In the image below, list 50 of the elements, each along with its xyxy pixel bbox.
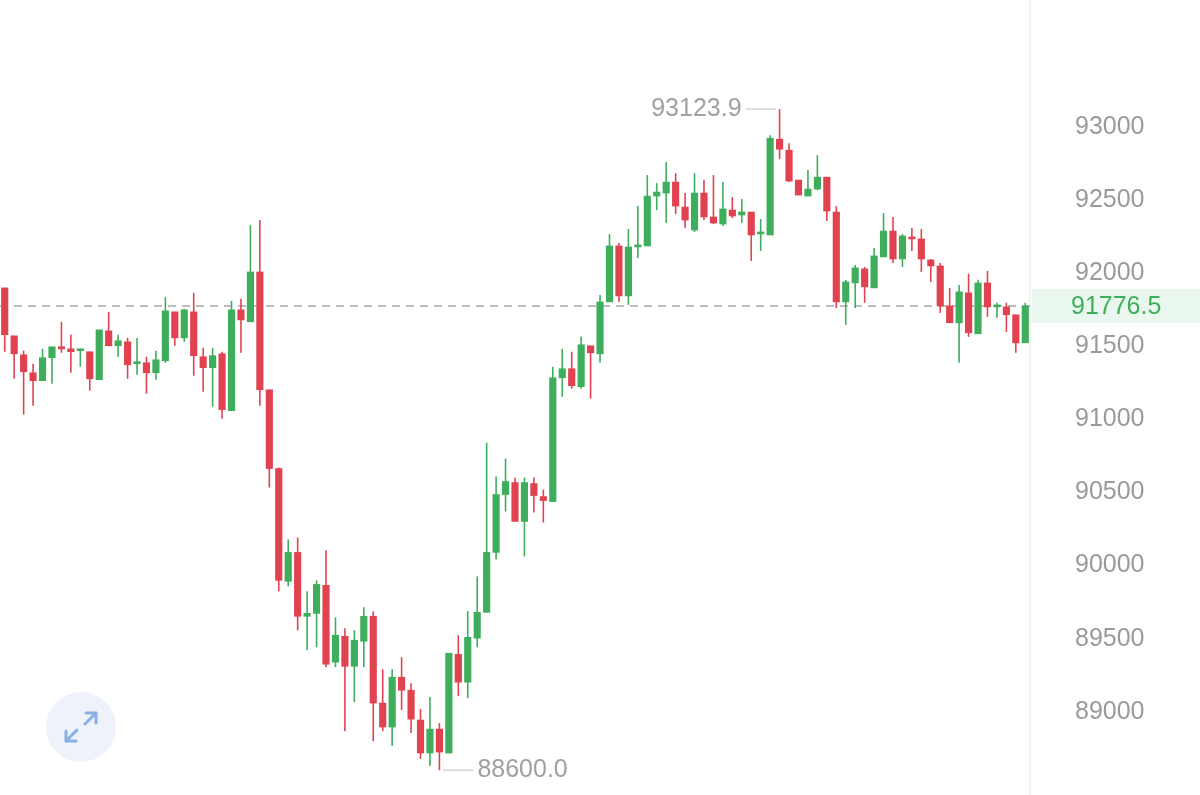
candlestick [1002,302,1010,333]
candlestick [57,321,65,354]
candlestick [142,355,151,395]
y-tick-label: 89500 [1075,622,1145,651]
candlestick [842,279,850,326]
candlestick [398,656,406,711]
candlestick [48,345,56,385]
candlestick [530,476,538,514]
candlestick [199,347,207,393]
candlestick [558,348,566,398]
candlestick [747,211,755,262]
candlestick [719,181,727,227]
candlestick [861,266,869,304]
y-tick-label: 90000 [1075,549,1145,578]
annotation: 88600.0 [477,754,568,783]
candlestick [123,337,132,380]
y-tick-label: 93000 [1075,111,1145,140]
candlestick [851,264,859,309]
y-tick-label: 91500 [1075,330,1145,359]
y-tick-label: 92500 [1075,184,1145,213]
candlestick [10,335,18,380]
candlestick [237,298,245,354]
candlestick [568,350,576,390]
candlestick [946,287,954,324]
candlestick [303,590,311,651]
candlestick [133,337,141,376]
candlestick [681,192,689,229]
y-tick-label: 92000 [1075,257,1145,286]
candlestick [38,348,47,382]
candlestick [105,311,113,347]
candlestick [587,344,595,400]
annotation: 93123.9 [651,92,742,121]
y-tick-label: 90500 [1075,476,1145,505]
candlestick [776,108,784,160]
candlestick [152,349,160,381]
ref-line-label: 91776.5 [1071,290,1162,319]
candlestick [20,349,28,416]
candlestick [917,228,925,273]
candlestick [662,161,670,224]
candlestick [209,347,217,408]
y-tick-label: 91000 [1075,403,1145,432]
candlestick [539,488,547,524]
candlestick [29,362,37,407]
candlestick [114,334,122,358]
candlestick [898,233,907,268]
candlestick [501,457,510,513]
candlestick [804,169,812,197]
candlestick [435,722,443,771]
y-tick-label: 89000 [1075,695,1145,724]
candlestick [813,154,821,191]
